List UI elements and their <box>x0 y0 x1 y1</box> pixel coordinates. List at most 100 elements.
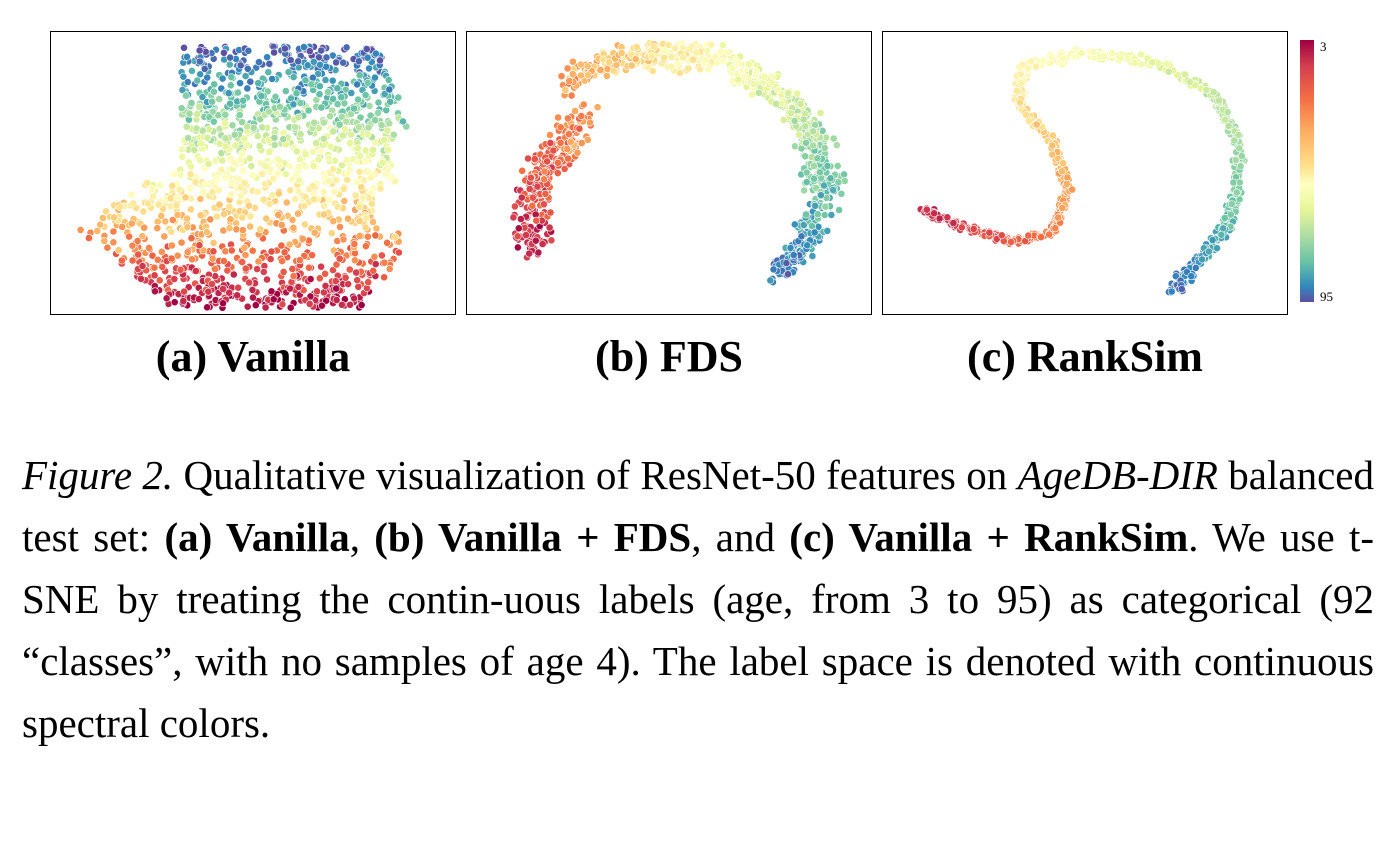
scatter-point <box>235 111 244 119</box>
scatter-point <box>533 182 542 191</box>
scatter-point <box>238 213 247 222</box>
scatter-point <box>540 167 549 176</box>
scatter-point <box>949 219 958 227</box>
scatter-point <box>667 62 676 71</box>
scatter-point <box>647 52 656 60</box>
scatter-point <box>200 65 209 73</box>
scatter-point <box>326 142 335 151</box>
scatter-point <box>93 227 102 235</box>
scatter-point <box>258 123 267 132</box>
scatter-point <box>201 180 210 189</box>
scatter-point <box>267 247 276 256</box>
scatter-point <box>524 154 532 163</box>
scatter-point <box>239 96 248 105</box>
scatter-point <box>361 157 370 166</box>
scatter-point <box>363 130 372 139</box>
scatter-point <box>186 170 195 179</box>
scatter-point <box>193 110 201 119</box>
scatter-point <box>363 79 372 87</box>
scatter-point <box>1123 54 1132 63</box>
scatter-point <box>328 76 337 85</box>
scatter-point <box>744 60 753 69</box>
scatter-point <box>158 262 167 271</box>
scatter-point <box>389 130 398 139</box>
scatter-point <box>188 255 196 264</box>
scatter-point <box>241 264 250 273</box>
scatter-point <box>301 150 310 158</box>
scatter-point <box>361 242 370 251</box>
scatter-point <box>799 221 808 229</box>
scatter-point <box>835 206 843 214</box>
scatter-point <box>203 73 212 82</box>
scatter-point <box>312 139 320 147</box>
scatter-point <box>782 259 791 267</box>
scatter-point <box>784 270 792 279</box>
scatter-point <box>728 64 736 73</box>
scatter-point <box>767 78 776 87</box>
scatter-point <box>1223 108 1232 117</box>
scatter-point <box>355 202 364 211</box>
scatter-point <box>203 228 211 237</box>
scatter-point <box>243 122 251 131</box>
scatter-point <box>289 223 298 232</box>
scatter-point <box>329 217 338 226</box>
colorbar-min-label: 3 <box>1320 39 1327 54</box>
scatter-point <box>545 223 554 232</box>
scatter-point <box>238 118 246 127</box>
scatter-point <box>176 265 185 274</box>
scatter-point <box>808 252 817 260</box>
scatter-point <box>151 287 159 296</box>
scatter-point <box>291 195 299 204</box>
scatter-point <box>958 223 966 232</box>
ranksim-tsne-plot <box>916 45 1249 297</box>
scatter-point <box>769 265 778 274</box>
scatter-point <box>1031 62 1040 71</box>
scatter-point <box>225 60 234 69</box>
scatter-point <box>240 243 249 252</box>
scatter-point <box>354 57 363 66</box>
scatter-point <box>376 56 384 65</box>
scatter-point <box>227 246 236 255</box>
scatter-point <box>374 98 383 107</box>
scatter-point <box>362 45 371 53</box>
scatter-point <box>553 169 562 177</box>
scatter-point <box>584 136 592 144</box>
scatter-point <box>527 173 535 182</box>
scatter-point <box>246 222 254 231</box>
scatter-point <box>802 138 810 147</box>
scatter-point <box>315 82 324 91</box>
scatter-point <box>99 214 107 222</box>
scatter-point <box>1018 60 1027 69</box>
scatter-point <box>364 123 373 132</box>
scatter-point <box>238 226 247 234</box>
scatter-point <box>813 210 822 219</box>
scatter-point <box>326 112 335 121</box>
scatter-point <box>221 110 230 119</box>
scatter-point <box>274 189 283 198</box>
scatter-point <box>248 285 257 294</box>
scatter-point <box>371 260 380 268</box>
scatter-point <box>331 277 340 286</box>
scatter-point <box>134 250 143 259</box>
scatter-point <box>179 297 188 305</box>
scatter-point <box>100 237 109 245</box>
scatter-point <box>801 152 810 161</box>
scatter-point <box>1048 141 1057 150</box>
scatter-point <box>593 103 602 112</box>
scatter-point <box>305 299 314 308</box>
scatter-point <box>270 48 278 57</box>
scatter-point <box>317 147 325 156</box>
scatter-point <box>821 202 830 211</box>
scatter-point <box>177 104 186 113</box>
scatter-point <box>1037 233 1045 242</box>
panel-vanilla-scatter <box>50 31 456 315</box>
scatter-point <box>1202 86 1211 94</box>
scatter-point <box>248 246 257 255</box>
scatter-point <box>333 100 342 109</box>
scatter-point <box>157 247 166 256</box>
scatter-point <box>220 119 229 127</box>
scatter-point <box>299 43 308 51</box>
scatter-point <box>1013 86 1021 95</box>
scatter-point <box>517 193 526 202</box>
scatter-point <box>148 184 157 193</box>
